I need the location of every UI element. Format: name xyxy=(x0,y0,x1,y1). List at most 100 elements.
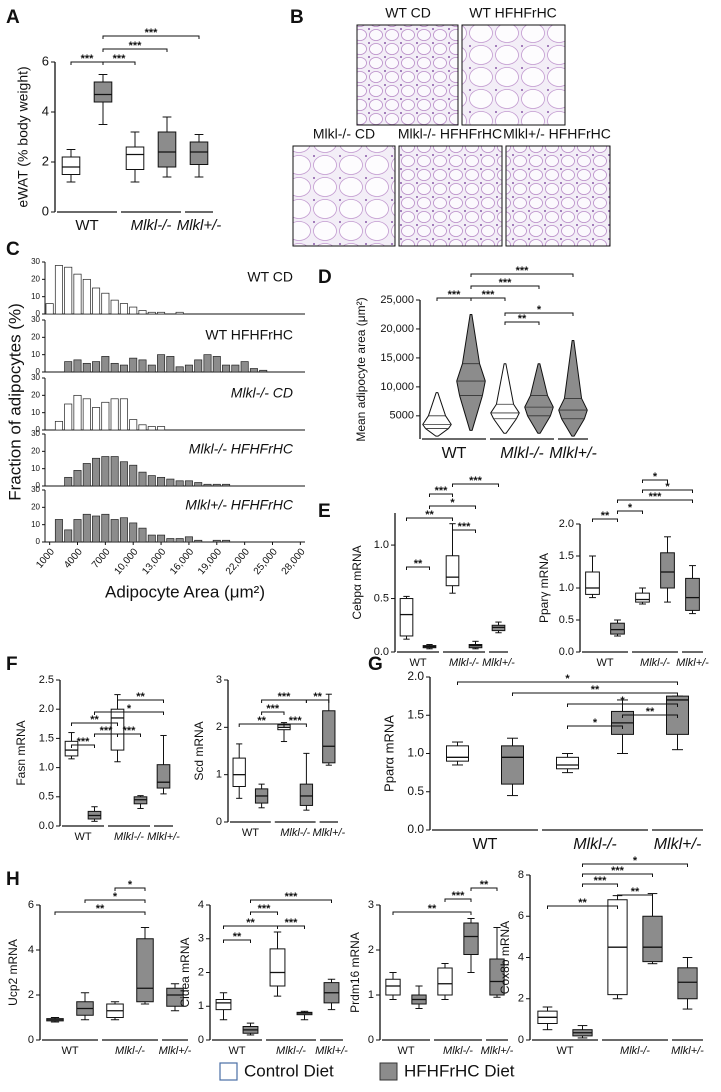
significance-bracket xyxy=(457,681,678,685)
bar xyxy=(222,539,231,543)
x-tick-label: 4000 xyxy=(62,546,85,570)
y-tick-label: 0.0 xyxy=(559,646,574,658)
significance-bracket xyxy=(622,714,678,718)
significance-label: ** xyxy=(136,691,145,703)
x-tick-label: 10,000 xyxy=(112,546,140,577)
y-axis-label: Fraction of adipocytes (%) xyxy=(5,303,24,500)
bar xyxy=(101,401,110,431)
significance-bracket xyxy=(277,925,305,929)
significance-label: *** xyxy=(129,40,143,52)
y-tick-label: 30 xyxy=(31,373,40,382)
y-tick-label: 4 xyxy=(28,944,34,956)
y-tick-label: 20 xyxy=(31,332,40,341)
subplot-label: Mlkl+/- HFHFrHC xyxy=(185,497,294,513)
bar xyxy=(138,359,147,373)
box xyxy=(232,757,246,787)
significance-bracket xyxy=(452,529,476,533)
bar xyxy=(54,420,63,431)
subplot-label: WT HFHFrHC xyxy=(205,327,293,343)
significance-label: ** xyxy=(96,903,105,915)
significance-label: *** xyxy=(594,875,608,887)
significance-label: *** xyxy=(123,725,137,737)
box xyxy=(399,598,414,637)
x-tick-label: 19,000 xyxy=(196,546,224,577)
bar xyxy=(129,522,138,543)
y-tick-label: 20 xyxy=(31,446,40,455)
group-label: WT xyxy=(74,831,91,843)
significance-bracket xyxy=(582,863,688,867)
y-tick-label: 30 xyxy=(31,257,40,266)
bar xyxy=(110,456,119,487)
group-label: Mlkl-/- xyxy=(449,657,479,669)
significance-bracket xyxy=(592,518,618,522)
violin xyxy=(422,392,452,437)
group-label: WT xyxy=(75,217,98,234)
significance-label: * xyxy=(450,497,455,509)
y-tick-label: 2 xyxy=(518,993,524,1005)
bar xyxy=(175,311,184,315)
x-tick-label: 1000 xyxy=(34,546,57,570)
y-axis-label: Mean adipocyte area (μm²) xyxy=(354,297,368,441)
box xyxy=(501,745,524,785)
x-tick-label: 16,000 xyxy=(168,546,196,577)
group-label: WT xyxy=(242,827,259,839)
y-tick-label: 0.0 xyxy=(407,822,424,836)
box xyxy=(556,756,579,770)
y-tick-label: 2 xyxy=(28,989,34,1001)
significance-bracket xyxy=(582,873,653,877)
bar xyxy=(194,359,203,373)
bar xyxy=(157,426,166,431)
significance-bracket xyxy=(504,312,574,316)
bar xyxy=(64,361,73,373)
box xyxy=(125,146,145,170)
bar xyxy=(157,534,166,543)
y-tick-label: 15,000 xyxy=(380,352,414,364)
box xyxy=(189,141,209,165)
bar xyxy=(129,464,138,487)
x-tick-label: 7000 xyxy=(90,546,113,570)
significance-label: ** xyxy=(578,897,587,909)
bar xyxy=(212,483,221,487)
significance-label: *** xyxy=(266,703,280,715)
y-tick-label: 30 xyxy=(31,429,40,438)
significance-label: *** xyxy=(258,903,272,915)
bar xyxy=(184,536,193,543)
y-tick-label: 5000 xyxy=(390,410,414,422)
significance-label: ** xyxy=(414,558,423,570)
y-axis-label: eWAT (% body weight) xyxy=(15,66,31,207)
panel-letter: A xyxy=(6,7,20,28)
bar xyxy=(166,356,175,373)
group-label: Mlkl+/- xyxy=(159,1045,192,1057)
subplot-label: Mlkl-/- HFHFrHC xyxy=(189,441,294,457)
micrograph xyxy=(292,145,396,247)
bar xyxy=(110,299,119,315)
x-tick-label: 25,000 xyxy=(252,546,280,577)
group-label: WT xyxy=(228,1045,245,1057)
y-tick-label: 0.5 xyxy=(39,791,54,803)
bar xyxy=(119,303,128,315)
box xyxy=(635,592,650,603)
group-label: Mlkl-/- xyxy=(115,1045,145,1057)
y-tick-label: 10 xyxy=(31,292,40,301)
bar xyxy=(212,356,221,373)
bar xyxy=(73,470,82,487)
group-label: WT xyxy=(409,657,426,669)
legend-label: Control Diet xyxy=(244,1061,334,1080)
y-tick-label: 2 xyxy=(198,966,204,978)
bar xyxy=(129,357,138,373)
significance-bracket xyxy=(470,297,506,301)
y-tick-label: 20 xyxy=(31,502,40,511)
bar xyxy=(147,426,156,431)
panel-letter: H xyxy=(6,869,20,890)
bar xyxy=(184,364,193,373)
significance-label: ** xyxy=(518,313,527,325)
y-tick-label: 0.0 xyxy=(39,820,54,832)
y-tick-label: 0 xyxy=(518,1034,524,1046)
bar xyxy=(110,362,119,373)
y-tick-label: 0 xyxy=(36,367,41,376)
group-label: Mlkl+/- xyxy=(481,1045,514,1057)
subplot-label: WT CD xyxy=(247,269,293,285)
group-label: Mlkl-/- xyxy=(280,827,310,839)
significance-label: ** xyxy=(601,510,610,522)
y-tick-label: 1 xyxy=(198,1000,204,1012)
